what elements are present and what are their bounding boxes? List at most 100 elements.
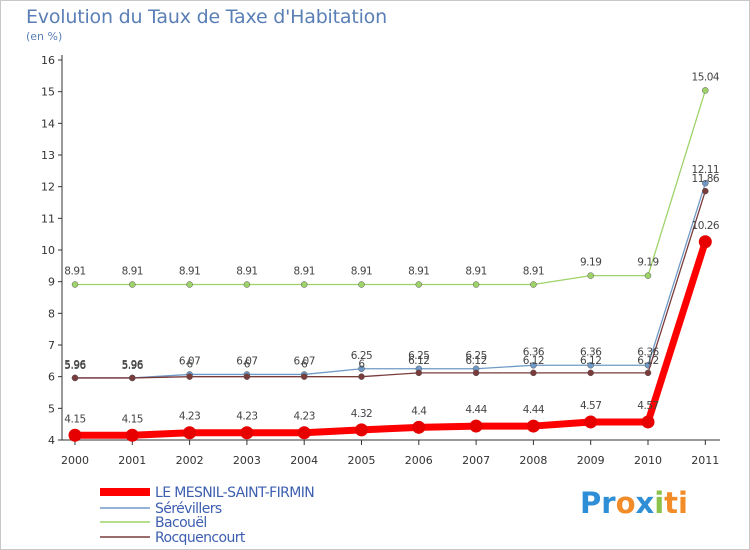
data-label: 6.25 [408, 350, 429, 362]
data-point [472, 281, 480, 288]
data-label: 6 [187, 359, 194, 371]
data-point-main [68, 428, 82, 442]
data-point [702, 179, 709, 187]
y-tick-label: 16 [41, 54, 55, 67]
data-label: 8.91 [236, 266, 257, 278]
data-label: 4.57 [580, 400, 601, 412]
data-label: 6.12 [637, 355, 658, 367]
data-label: 6.36 [580, 346, 602, 358]
data-point [243, 281, 251, 288]
y-tick-label: 10 [41, 244, 55, 257]
y-tick-label: 15 [41, 86, 55, 99]
data-label: 10.26 [692, 220, 720, 232]
data-point [71, 374, 79, 382]
data-point [415, 369, 423, 377]
data-label: 4.23 [179, 411, 200, 423]
data-point [300, 373, 308, 380]
data-point [129, 281, 136, 288]
y-tick-label: 5 [48, 402, 55, 415]
data-label: 12.11 [692, 164, 720, 176]
data-point [186, 373, 193, 380]
data-label: 6.07 [236, 355, 257, 367]
data-point [530, 369, 537, 377]
series-line-1 [74, 182, 706, 379]
data-point-main [698, 235, 712, 249]
legend-label-0: LE MESNIL-SAINT-FIRMIN [155, 485, 314, 501]
series-line-0 [71, 238, 709, 439]
data-point [587, 362, 594, 369]
data-label: 9.19 [580, 257, 601, 269]
data-label: 6 [244, 359, 251, 371]
x-tick-label: 2003 [233, 454, 261, 467]
data-label: 6 [358, 359, 365, 371]
x-tick-label: 2010 [634, 454, 662, 467]
x-tick-label: 2001 [118, 454, 146, 467]
proxiti-logo: Proxiti [580, 486, 688, 520]
data-point-main [240, 426, 254, 440]
data-label: 4.57 [637, 400, 658, 412]
x-tick-label: 2007 [462, 454, 490, 467]
logo-part-1: Pr [580, 486, 616, 520]
data-label: 6 [301, 359, 308, 371]
data-label: 6.07 [179, 355, 200, 367]
data-label: 6.12 [465, 355, 486, 367]
data-point [702, 87, 709, 94]
data-label: 5.96 [64, 359, 86, 371]
data-point-main [584, 415, 598, 429]
data-label: 8.91 [465, 266, 486, 278]
data-label: 6.12 [580, 355, 601, 367]
data-label: 4.44 [523, 404, 545, 416]
data-label: 9.19 [637, 257, 658, 269]
logo-part-4: i [654, 486, 665, 520]
data-point [587, 272, 594, 279]
data-label: 11.86 [692, 173, 720, 185]
x-tick-label: 2006 [405, 454, 433, 467]
data-point [587, 369, 594, 377]
data-label: 4.23 [236, 411, 257, 423]
data-point [243, 373, 251, 380]
data-label: 6.25 [351, 350, 372, 362]
y-tick-label: 8 [48, 307, 55, 320]
data-label: 5.96 [122, 359, 144, 371]
data-point [71, 281, 79, 288]
data-point [472, 369, 480, 377]
data-point [358, 373, 365, 380]
data-label: 6.36 [523, 346, 545, 358]
data-point [644, 272, 652, 279]
y-tick-label: 11 [41, 212, 55, 225]
y-tick-label: 14 [41, 117, 55, 130]
data-label: 4.4 [411, 405, 427, 417]
data-label: 6.25 [465, 350, 486, 362]
data-point-main [412, 420, 426, 434]
legend-label-1: Sérévillers [155, 501, 222, 517]
data-point [358, 365, 365, 372]
data-label: 4.15 [64, 413, 85, 425]
y-tick-label: 13 [41, 149, 55, 162]
y-tick-label: 6 [48, 371, 55, 384]
data-point [186, 281, 193, 288]
x-tick-label: 2009 [577, 454, 605, 467]
data-label: 8.91 [122, 266, 143, 278]
x-tick-label: 2002 [176, 454, 204, 467]
data-point-main [526, 419, 540, 433]
data-point [300, 281, 308, 288]
chart-subtitle: (en %) [26, 30, 63, 43]
data-label: 6.07 [294, 355, 315, 367]
data-label: 4.23 [294, 411, 315, 423]
x-tick-label: 2008 [519, 454, 547, 467]
data-label: 8.91 [523, 266, 544, 278]
data-label: 4.15 [122, 413, 143, 425]
data-point-main [469, 419, 483, 433]
data-label: 8.91 [64, 266, 85, 278]
x-tick-label: 2005 [348, 454, 376, 467]
data-point-main [355, 423, 368, 437]
data-point-main [297, 426, 311, 440]
data-label: 8.91 [351, 266, 372, 278]
data-point-main [641, 415, 655, 429]
y-tick-label: 9 [48, 276, 55, 289]
legend-label-2: Bacouël [155, 515, 207, 531]
series-line-2 [74, 89, 706, 286]
data-label: 5.96 [122, 360, 144, 372]
legend-label-3: Rocquencourt [155, 530, 246, 546]
data-label: 8.91 [179, 266, 200, 278]
